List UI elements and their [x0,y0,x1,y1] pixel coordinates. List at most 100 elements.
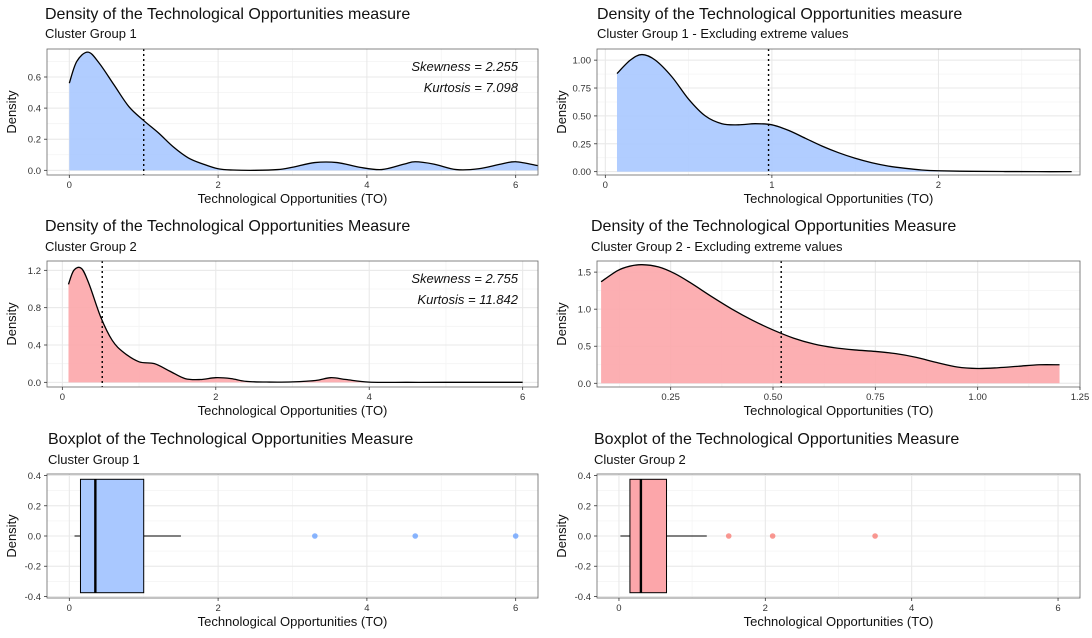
x-axis-label: Technological Opportunities (TO) [198,614,388,629]
x-tick-label: 1.25 [1071,392,1090,403]
panel-4: Density of the Technological Opportuniti… [554,218,1089,418]
density-line [67,266,523,384]
panel-5: Boxplot of the Technological Opportuniti… [4,431,539,629]
x-tick-label: 0.50 [764,392,783,403]
plot-frame [596,260,1081,388]
panel-title: Boxplot of the Technological Opportuniti… [594,431,959,448]
density-area [601,264,1060,384]
x-tick-label: 6 [520,392,525,403]
y-tick-label: 0.0 [28,532,41,543]
panel-title: Density of the Technological Opportuniti… [597,6,962,23]
y-tick-label: 0.0 [578,379,591,390]
y-axis-label: Density [554,90,569,134]
y-tick-label: 0.0 [28,166,41,177]
y-tick-label: 0.4 [28,104,41,115]
outlier-point [312,533,318,539]
y-tick-label: 1.00 [573,56,592,67]
y-axis-label: Density [554,514,569,558]
x-tick-label: 6 [513,180,518,191]
density-area [616,54,1072,172]
y-tick-label: 0.0 [28,378,41,389]
outlier-point [769,533,776,539]
x-axis-label: Technological Opportunities (TO) [198,403,388,418]
y-tick-label: 0.2 [28,135,41,146]
plot-frame [596,48,1081,176]
panel-subtitle: Cluster Group 1 - Excluding extreme valu… [597,26,849,41]
x-tick-label: 4 [364,180,369,191]
panel-title: Boxplot of the Technological Opportuniti… [48,431,413,448]
plot-frame [46,48,539,176]
x-tick-label: 1 [769,180,774,191]
x-tick-label: 2 [763,603,768,614]
panel-subtitle: Cluster Group 1 [48,452,140,467]
kurtosis-annotation: Kurtosis = 11.842 [417,292,518,307]
panel-1: Density of the Technological Opportuniti… [4,6,539,206]
x-tick-label: 0 [67,603,72,614]
panel-subtitle: Cluster Group 1 [45,26,137,41]
y-axis-label: Density [4,302,19,346]
x-tick-label: 0 [60,392,65,403]
y-tick-label: -0.4 [25,592,41,603]
y-tick-label: 0.6 [28,73,41,84]
x-tick-label: 6 [1055,603,1060,614]
y-axis-label: Density [4,90,19,134]
x-tick-label: 2 [213,392,218,403]
plot-frame [46,260,539,388]
x-tick-label: 6 [513,603,518,614]
density-area [69,52,539,171]
y-tick-label: 0.2 [578,501,591,512]
x-tick-label: 1.00 [968,392,987,403]
panel-subtitle: Cluster Group 2 - Excluding extreme valu… [591,239,843,254]
kurtosis-annotation: Kurtosis = 7.098 [424,80,519,95]
x-axis-label: Technological Opportunities (TO) [744,403,934,418]
y-axis-label: Density [554,302,569,346]
y-tick-label: -0.2 [25,562,41,573]
y-tick-label: -0.4 [575,592,591,603]
y-tick-label: -0.2 [575,562,591,573]
y-tick-label: 0.00 [573,167,592,178]
x-tick-label: 2 [215,180,220,191]
outlier-point [872,533,878,539]
skewness-annotation: Skewness = 2.755 [411,271,518,286]
y-tick-label: 0.50 [573,111,592,122]
density-line [600,264,1060,370]
y-tick-label: 0.4 [28,341,41,352]
x-tick-label: 0.25 [661,392,680,403]
density-area [68,267,523,383]
x-tick-label: 4 [909,603,914,614]
y-tick-label: 0.0 [578,532,591,543]
x-tick-label: 4 [364,603,369,614]
skewness-annotation: Skewness = 2.255 [411,59,518,74]
outlier-point [412,533,419,539]
x-axis-label: Technological Opportunities (TO) [744,614,934,629]
x-tick-label: 2 [215,603,220,614]
box [629,478,668,594]
x-tick-label: 0 [616,603,621,614]
box [79,478,145,594]
x-tick-label: 0 [603,180,608,191]
y-tick-label: 0.5 [578,342,591,353]
y-tick-label: 0.2 [28,501,41,512]
panel-title: Density of the Technological Opportuniti… [591,218,956,235]
y-tick-label: 0.25 [573,139,592,150]
density-line [68,51,539,172]
panel-3: Density of the Technological Opportuniti… [4,218,539,418]
density-line [616,53,1072,173]
x-tick-label: 2 [936,180,941,191]
outlier-point [725,533,732,539]
x-axis-label: Technological Opportunities (TO) [744,191,934,206]
y-tick-label: 0.75 [573,84,592,95]
panel-2: Density of the Technological Opportuniti… [554,6,1081,206]
y-tick-label: 0.4 [578,471,591,482]
panel-subtitle: Cluster Group 2 [594,452,686,467]
panel-title: Density of the Technological Opportuniti… [45,218,410,235]
y-tick-label: 1.0 [578,305,591,316]
y-tick-label: 1.5 [578,268,591,279]
x-tick-label: 4 [367,392,372,403]
x-tick-label: 0 [67,180,72,191]
panel-6: Boxplot of the Technological Opportuniti… [554,431,1081,629]
panel-title: Density of the Technological Opportuniti… [45,6,410,23]
x-tick-label: 0.75 [866,392,885,403]
outlier-point [512,533,519,539]
